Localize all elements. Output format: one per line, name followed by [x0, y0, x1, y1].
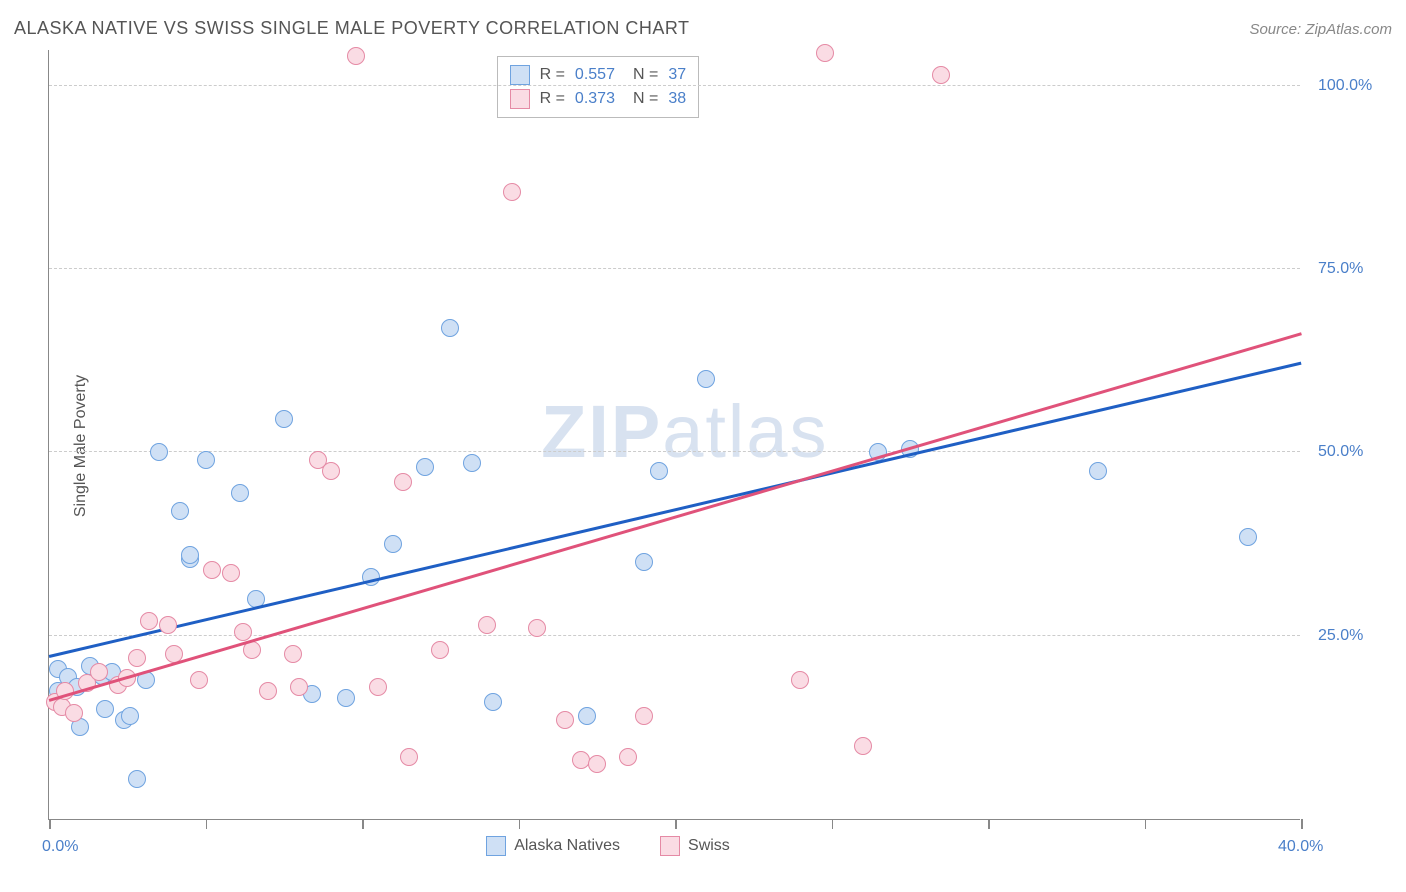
r-label: R = [540, 66, 565, 84]
scatter-point [463, 454, 481, 472]
legend-swatch [486, 836, 506, 856]
scatter-point [588, 755, 606, 773]
source-attribution: Source: ZipAtlas.com [1249, 21, 1392, 38]
x-tick-mark [362, 819, 364, 829]
legend-stats: R = 0.557 N = 37 R = 0.373 N = 38 [497, 56, 700, 118]
scatter-point [222, 564, 240, 582]
scatter-point [635, 707, 653, 725]
x-tick-mark [519, 819, 521, 829]
gridline [49, 85, 1300, 86]
scatter-point [121, 707, 139, 725]
y-tick-label: 100.0% [1318, 77, 1372, 95]
legend-stat-row: R = 0.557 N = 37 [510, 63, 687, 87]
scatter-point [478, 616, 496, 634]
scatter-point [347, 47, 365, 65]
scatter-point [90, 663, 108, 681]
scatter-point [290, 678, 308, 696]
scatter-point [231, 484, 249, 502]
scatter-point [650, 462, 668, 480]
plot-area: ZIPatlas R = 0.557 N = 37 R = 0.373 N = 38 [48, 50, 1300, 820]
scatter-point [528, 619, 546, 637]
r-label: R = [540, 90, 565, 108]
y-tick-label: 50.0% [1318, 443, 1363, 461]
x-tick-label: 40.0% [1278, 838, 1323, 856]
scatter-point [816, 44, 834, 62]
y-tick-label: 75.0% [1318, 260, 1363, 278]
scatter-point [503, 183, 521, 201]
scatter-point [259, 682, 277, 700]
n-label: N = [633, 90, 658, 108]
x-tick-label: 0.0% [42, 838, 78, 856]
scatter-point [932, 66, 950, 84]
scatter-point [96, 700, 114, 718]
x-tick-mark [832, 819, 834, 829]
scatter-point [484, 693, 502, 711]
chart-title: ALASKA NATIVE VS SWISS SINGLE MALE POVER… [14, 18, 690, 39]
legend-series-label: Alaska Natives [514, 837, 620, 855]
r-value: 0.373 [575, 90, 615, 108]
scatter-point [159, 616, 177, 634]
n-value: 37 [668, 66, 686, 84]
scatter-point [128, 649, 146, 667]
trend-line [49, 333, 1302, 702]
scatter-point [416, 458, 434, 476]
watermark: ZIPatlas [541, 389, 828, 474]
scatter-point [243, 641, 261, 659]
scatter-point [384, 535, 402, 553]
scatter-point [1239, 528, 1257, 546]
r-value: 0.557 [575, 66, 615, 84]
scatter-point [578, 707, 596, 725]
n-label: N = [633, 66, 658, 84]
x-tick-mark [206, 819, 208, 829]
scatter-point [337, 689, 355, 707]
legend-series-item: Swiss [660, 836, 730, 856]
scatter-point [284, 645, 302, 663]
scatter-point [234, 623, 252, 641]
gridline [49, 451, 1300, 452]
scatter-point [1089, 462, 1107, 480]
scatter-point [171, 502, 189, 520]
trend-line [49, 362, 1302, 658]
scatter-point [431, 641, 449, 659]
scatter-point [128, 770, 146, 788]
x-tick-mark [1301, 819, 1303, 829]
scatter-point [322, 462, 340, 480]
scatter-point [791, 671, 809, 689]
scatter-point [697, 370, 715, 388]
legend-series-item: Alaska Natives [486, 836, 620, 856]
scatter-point [619, 748, 637, 766]
scatter-point [394, 473, 412, 491]
x-tick-mark [49, 819, 51, 829]
legend-series-label: Swiss [688, 837, 730, 855]
legend-series: Alaska Natives Swiss [486, 836, 730, 856]
scatter-point [441, 319, 459, 337]
scatter-point [140, 612, 158, 630]
scatter-point [197, 451, 215, 469]
legend-stat-row: R = 0.373 N = 38 [510, 87, 687, 111]
legend-swatch [510, 89, 530, 109]
scatter-point [190, 671, 208, 689]
x-tick-mark [675, 819, 677, 829]
scatter-point [854, 737, 872, 755]
scatter-point [275, 410, 293, 428]
legend-swatch [510, 65, 530, 85]
scatter-point [635, 553, 653, 571]
scatter-point [65, 704, 83, 722]
y-tick-label: 25.0% [1318, 627, 1363, 645]
n-value: 38 [668, 90, 686, 108]
scatter-point [556, 711, 574, 729]
scatter-point [400, 748, 418, 766]
scatter-point [369, 678, 387, 696]
gridline [49, 268, 1300, 269]
x-tick-mark [988, 819, 990, 829]
scatter-point [203, 561, 221, 579]
scatter-point [150, 443, 168, 461]
x-tick-mark [1145, 819, 1147, 829]
scatter-point [181, 546, 199, 564]
legend-swatch [660, 836, 680, 856]
